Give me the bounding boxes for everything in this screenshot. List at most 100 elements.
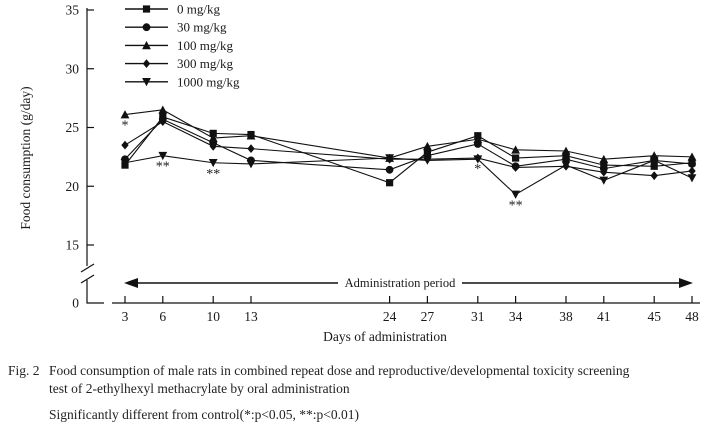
legend-item-100-mg-kg: 100 mg/kg — [125, 38, 233, 53]
circle-marker-icon — [688, 160, 696, 168]
y-tick-label: 35 — [66, 3, 80, 18]
food-consumption-chart: 0 15 20 25 30 35 3 6 10 13 24 27 31 34 38 41 45 48 Days of… — [18, 2, 700, 344]
triangle-up-marker-icon — [473, 134, 483, 144]
triangle-up-marker-icon — [561, 146, 571, 155]
triangle-down-marker-icon — [385, 154, 394, 163]
x-tick-label: 48 — [685, 309, 699, 324]
legend-label: 30 mg/kg — [177, 20, 227, 35]
circle-marker-icon — [142, 23, 151, 32]
y-tick-label: 25 — [66, 120, 80, 135]
triangle-up-marker-icon — [246, 131, 256, 140]
caption-main: Fig. 2 Food consumption of male rats in … — [8, 362, 712, 398]
x-tick-group: 3 6 10 13 24 27 31 34 38 41 45 48 — [122, 296, 699, 324]
triangle-down-marker-icon — [473, 155, 483, 164]
x-tick-label: 3 — [122, 309, 129, 324]
triangle-down-marker-icon — [687, 174, 697, 183]
y-tick-label: 15 — [66, 238, 80, 253]
x-tick-label: 27 — [421, 309, 435, 324]
triangle-down-marker-icon — [423, 156, 432, 165]
figure-label: Fig. 2 — [8, 363, 40, 378]
administration-period-annotation: Administration period — [124, 276, 693, 290]
triangle-down-marker-icon — [208, 158, 218, 168]
diamond-marker-icon — [511, 163, 520, 172]
significance-mark: ** — [206, 167, 220, 182]
x-tick-label: 45 — [647, 309, 661, 324]
x-tick-label: 6 — [159, 309, 166, 324]
x-tick-label: 38 — [559, 309, 573, 324]
diamond-marker-icon — [209, 141, 217, 151]
triangle-up-marker-icon — [599, 154, 609, 164]
legend: 0 mg/kg 30 mg/kg 100 mg/kg 300 mg/kg 1000 mg… — [125, 2, 240, 89]
y-axis-title: Food consumption (g/day) — [18, 86, 33, 229]
y-tick-group: 0 15 20 25 30 35 — [66, 3, 94, 311]
legend-item-300-mg-kg: 300 mg/kg — [125, 56, 233, 71]
significance-mark: ** — [509, 198, 523, 213]
y-axis-line-lower — [86, 280, 104, 304]
legend-label: 100 mg/kg — [177, 38, 233, 53]
diamond-marker-icon — [159, 117, 167, 127]
triangle-up-marker-icon — [423, 141, 432, 151]
triangle-down-marker-icon — [511, 190, 520, 199]
legend-item-1000-mg-kg: 1000 mg/kg — [125, 74, 240, 89]
legend-label: 0 mg/kg — [177, 2, 220, 17]
triangle-down-marker-icon — [158, 151, 168, 161]
y-tick-label: 20 — [66, 179, 80, 194]
diamond-marker-icon — [650, 171, 658, 181]
triangle-down-marker-icon — [246, 160, 256, 169]
triangle-up-marker-icon — [142, 41, 151, 50]
legend-item-30-mg-kg: 30 mg/kg — [125, 20, 227, 35]
series-line — [124, 120, 693, 177]
significance-mark: ** — [156, 160, 170, 175]
x-tick-label: 24 — [383, 309, 397, 324]
triangle-up-marker-icon — [158, 105, 168, 114]
administration-period-label: Administration period — [345, 276, 456, 290]
caption-text: Food consumption of male rats in combine… — [49, 362, 712, 398]
arrow-head-left-icon — [124, 278, 138, 288]
x-axis-title: Days of administration — [323, 329, 447, 344]
square-marker-icon — [209, 129, 217, 137]
circle-marker-icon — [562, 155, 570, 164]
x-tick-label: 34 — [509, 309, 523, 324]
significance-mark: * — [122, 119, 129, 134]
axes — [80, 8, 700, 304]
triangle-down-marker-icon — [561, 161, 571, 170]
series-100-mg-kg — [120, 105, 697, 164]
square-marker-icon — [386, 179, 394, 187]
triangle-up-marker-icon — [687, 152, 697, 161]
legend-item-0-mg-kg: 0 mg/kg — [125, 2, 220, 17]
y-axis-break-slash-2 — [80, 274, 95, 284]
diamond-marker-icon — [247, 144, 255, 154]
series-line — [124, 109, 693, 160]
x-tick-label: 13 — [244, 309, 258, 324]
series-line — [124, 118, 693, 171]
diamond-marker-icon — [142, 59, 151, 68]
y-tick-label: 30 — [66, 61, 80, 76]
triangle-up-marker-icon — [120, 110, 130, 119]
square-marker-icon — [512, 154, 520, 162]
triangle-down-marker-icon — [120, 158, 130, 168]
circle-marker-icon — [385, 165, 394, 174]
diamond-marker-icon — [121, 140, 129, 150]
series-1000-mg-kg — [120, 151, 697, 199]
triangle-up-marker-icon — [511, 145, 520, 154]
square-marker-icon — [650, 162, 658, 170]
x-tick-label: 41 — [597, 309, 611, 324]
figure-caption: Fig. 2 Food consumption of male rats in … — [8, 362, 712, 423]
series-line — [124, 155, 693, 196]
series-line — [124, 116, 693, 184]
legend-label: 1000 mg/kg — [177, 74, 240, 89]
legend-label: 300 mg/kg — [177, 56, 233, 71]
x-tick-label: 10 — [206, 309, 220, 324]
triangle-down-marker-icon — [599, 176, 609, 185]
x-tick-label: 31 — [471, 309, 485, 324]
triangle-up-marker-icon — [208, 133, 218, 142]
triangle-down-marker-icon — [649, 156, 659, 165]
significance-note: Significantly different from control(*:p… — [49, 406, 360, 422]
y-tick-label: 0 — [72, 296, 79, 311]
square-marker-icon — [142, 5, 151, 13]
significance-marks: *** ** *** — [122, 119, 523, 214]
caption-line-1: Food consumption of male rats in combine… — [49, 363, 630, 378]
y-axis-break-slash-1 — [80, 263, 95, 273]
significance-mark: * — [474, 162, 481, 177]
